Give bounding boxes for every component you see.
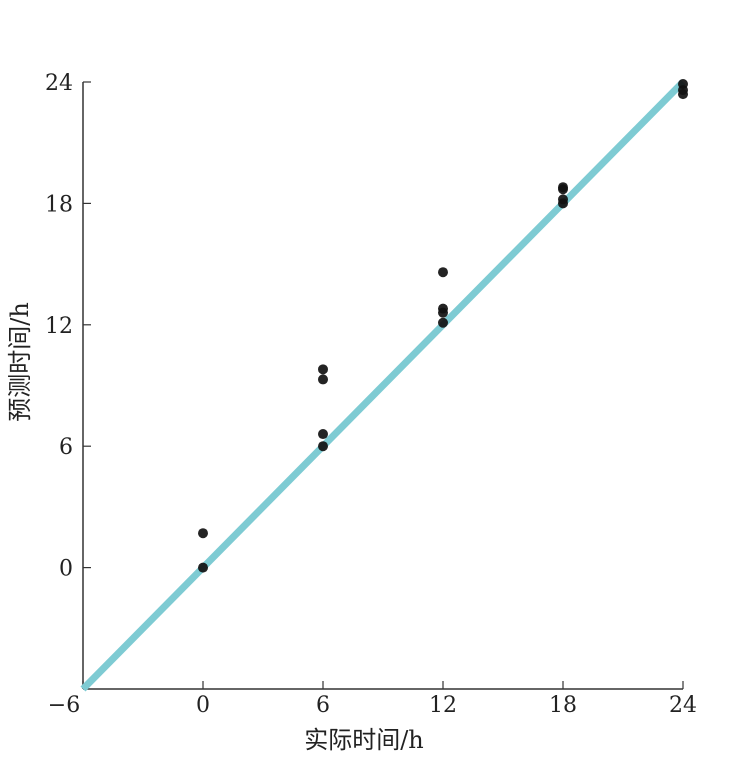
data-point <box>558 184 568 195</box>
data-point <box>438 307 448 318</box>
data-point <box>438 267 448 278</box>
y-axis-title: 预测时间/h <box>6 302 34 422</box>
reference-line <box>80 79 686 692</box>
data-point <box>318 374 328 385</box>
y-tick-labels: 0 6 12 18 24 <box>45 71 73 582</box>
x-tick-label: 18 <box>549 693 577 718</box>
y-tick-label: 12 <box>45 314 73 339</box>
data-point <box>318 441 328 452</box>
y-tick-label: 18 <box>45 192 73 217</box>
data-point <box>318 429 328 440</box>
data-point <box>198 562 208 573</box>
x-tick-labels: −6 0 6 12 18 24 <box>48 693 697 718</box>
y-tick-label: 6 <box>59 435 73 460</box>
x-tick-label: 0 <box>196 693 210 718</box>
x-tick-label: −6 <box>48 693 80 718</box>
data-point <box>198 528 208 539</box>
x-tick-label: 12 <box>429 693 457 718</box>
data-point <box>318 364 328 375</box>
y-tick-label: 24 <box>45 71 73 96</box>
data-points-layer <box>198 79 688 573</box>
x-tick-label: 6 <box>316 693 330 718</box>
data-point <box>438 317 448 328</box>
reference-line-layer <box>80 79 686 692</box>
axes <box>82 82 683 690</box>
x-tick-label: 24 <box>669 693 697 718</box>
data-point <box>558 198 568 209</box>
data-point <box>678 89 688 100</box>
y-tick-label: 0 <box>59 557 73 582</box>
x-axis-title: 实际时间/h <box>304 726 424 754</box>
